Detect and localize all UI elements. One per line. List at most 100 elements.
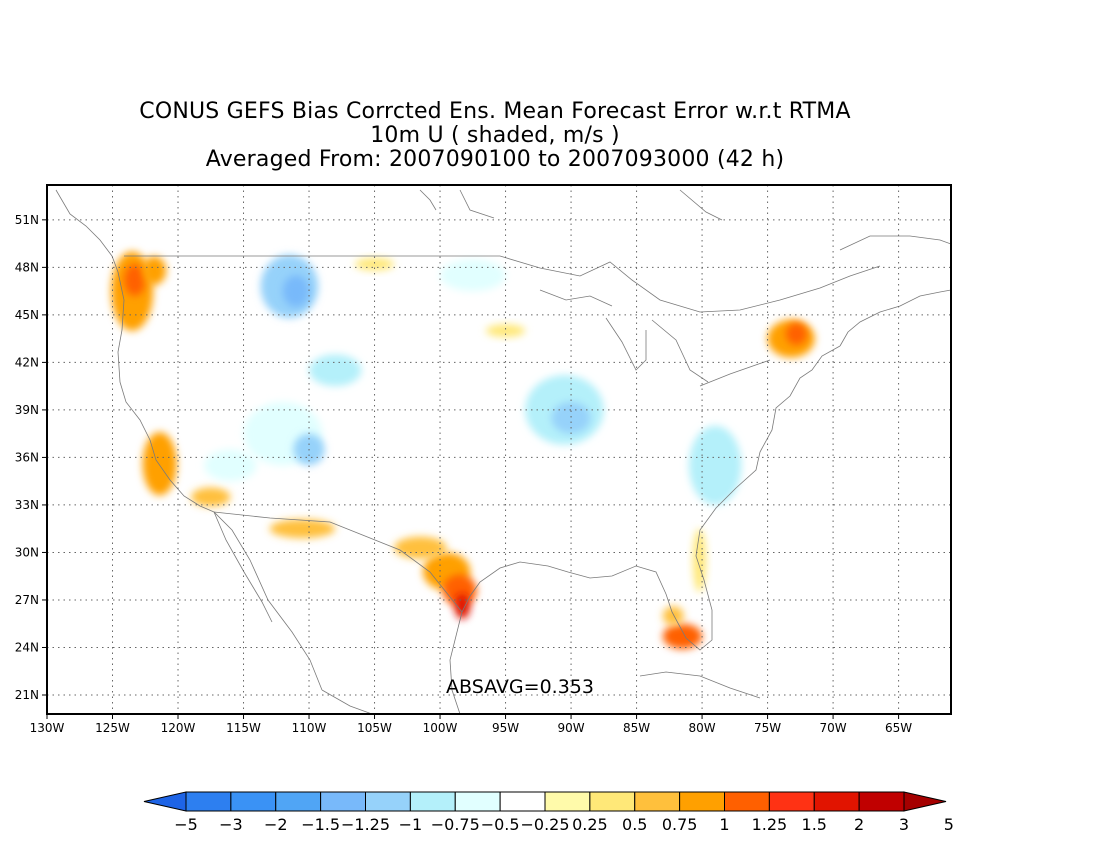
colorbar-level-label: −1 — [399, 815, 423, 834]
field-patch — [151, 354, 192, 387]
field-patch — [309, 354, 362, 387]
colorbar-level-label: 0.5 — [622, 815, 647, 834]
coastline-northeast — [839, 289, 951, 347]
map-plot-area — [46, 184, 952, 715]
colorbar-box — [499, 791, 546, 812]
lat-tick-label: 42N — [15, 355, 39, 369]
absavg-label: ABSAVG=0.353 — [446, 676, 594, 698]
lat-tick-label: 27N — [15, 593, 39, 607]
colorbar-box — [320, 791, 366, 812]
coastline-gulf — [461, 345, 841, 651]
colorbar-level-label: 2 — [854, 815, 864, 834]
colorbar-box — [813, 791, 860, 812]
field-patch — [551, 401, 591, 434]
colorbar-box — [589, 791, 636, 812]
field-patch — [551, 530, 604, 550]
colorbar-box — [724, 791, 770, 812]
colorbar-box — [275, 791, 322, 812]
longitude-tick-labels: 130W 125W 120W 115W 110W 105W 100W 95W 90W 85W 80W… — [30, 714, 912, 735]
lat-tick-label: 24N — [15, 640, 39, 654]
colorbar — [143, 791, 947, 812]
map-title: CONUS GEFS Bias Corrcted Ens. Mean Forec… — [0, 100, 990, 172]
colorbar-high-arrow — [903, 791, 947, 812]
coastline-west — [111, 255, 323, 691]
border-canada — [124, 255, 881, 313]
lat-tick-label: 33N — [15, 498, 39, 512]
colorbar-box — [185, 791, 232, 812]
colorbar-level-label: −0.5 — [481, 815, 520, 834]
colorbar-level-label: −0.25 — [520, 815, 569, 834]
field-patch — [282, 275, 310, 307]
colorbar-low-arrow — [143, 791, 187, 812]
field-patch — [692, 528, 707, 593]
lon-tick-label: 115W — [226, 721, 261, 735]
field-patch — [603, 462, 670, 501]
colorbar-box — [544, 791, 591, 812]
colorbar-level-label: 1 — [719, 815, 729, 834]
lat-tick-label: 30N — [15, 545, 39, 559]
field-patch — [142, 432, 177, 496]
colorbar-level-label: 0.25 — [572, 815, 608, 834]
coastline-cuba — [639, 671, 761, 699]
colorbar-box — [858, 791, 905, 812]
colorbar-box — [634, 791, 681, 812]
lat-tick-label: 21N — [15, 688, 39, 702]
lon-tick-label: 95W — [492, 721, 519, 735]
lon-tick-label: 105W — [357, 721, 392, 735]
field-patch — [354, 257, 395, 271]
colorbar-box — [365, 791, 411, 812]
lat-tick-label: 39N — [15, 403, 39, 417]
colorbar-level-label: 3 — [899, 815, 909, 834]
coastline-baja — [213, 511, 273, 623]
field-patch — [204, 449, 257, 482]
field-patch — [142, 256, 167, 285]
field-patch — [394, 536, 447, 559]
lon-tick-label: 130W — [30, 721, 65, 735]
shaded-field-layer — [111, 251, 815, 650]
lon-tick-label: 125W — [95, 721, 130, 735]
lon-tick-label: 75W — [754, 721, 781, 735]
field-patch — [230, 370, 270, 402]
colorbar-level-label: 5 — [944, 815, 954, 834]
colorbar-box — [454, 791, 501, 812]
field-patch — [485, 324, 526, 338]
title-line-1: CONUS GEFS Bias Corrcted Ens. Mean Forec… — [139, 99, 851, 124]
field-patch — [454, 593, 471, 619]
lon-tick-label: 85W — [623, 721, 650, 735]
colorbar-box — [768, 791, 815, 812]
coastline-layer — [55, 189, 951, 714]
field-patch — [440, 259, 506, 292]
coastline-mexico-gulf — [321, 611, 463, 714]
field-patch — [485, 449, 565, 498]
colorbar-labels: −5 −3 −2 −1.5 −1.25 −1 −0.75 −0.5 −0.25 0.25 0.5 0.… — [174, 815, 954, 834]
colorbar-level-label: 0.75 — [662, 815, 698, 834]
colorbar-level-label: −0.75 — [431, 815, 480, 834]
colorbar-level-label: 1.5 — [802, 815, 827, 834]
lon-tick-label: 100W — [423, 721, 458, 735]
title-line-3: Averaged From: 2007090100 to 2007093000 … — [205, 147, 785, 172]
field-patch — [191, 487, 231, 507]
colorbar-level-label: −2 — [264, 815, 288, 834]
lon-tick-label: 65W — [885, 721, 912, 735]
colorbar-level-label: 1.25 — [752, 815, 788, 834]
lon-tick-label: 110W — [292, 721, 327, 735]
lon-tick-label: 80W — [689, 721, 716, 735]
map-background — [47, 185, 951, 714]
lat-tick-label: 45N — [15, 308, 39, 322]
colorbar-box — [409, 791, 456, 812]
field-patch — [269, 519, 336, 539]
colorbar-level-label: −5 — [174, 815, 198, 834]
colorbar-level-label: −1.25 — [341, 815, 390, 834]
field-patch — [124, 264, 146, 296]
field-patch — [662, 623, 703, 650]
great-lakes — [539, 289, 771, 387]
colorbar-box — [230, 791, 277, 812]
field-patch — [603, 306, 644, 339]
latitude-tick-labels: 51N 48N 45N 42N 39N 36N 33N 30N 27N 24N 21N — [15, 213, 47, 702]
lat-tick-label: 51N — [15, 213, 39, 227]
field-patch — [785, 322, 807, 345]
plot-frame — [46, 184, 952, 715]
lat-tick-label: 36N — [15, 450, 39, 464]
lon-tick-label: 90W — [557, 721, 584, 735]
